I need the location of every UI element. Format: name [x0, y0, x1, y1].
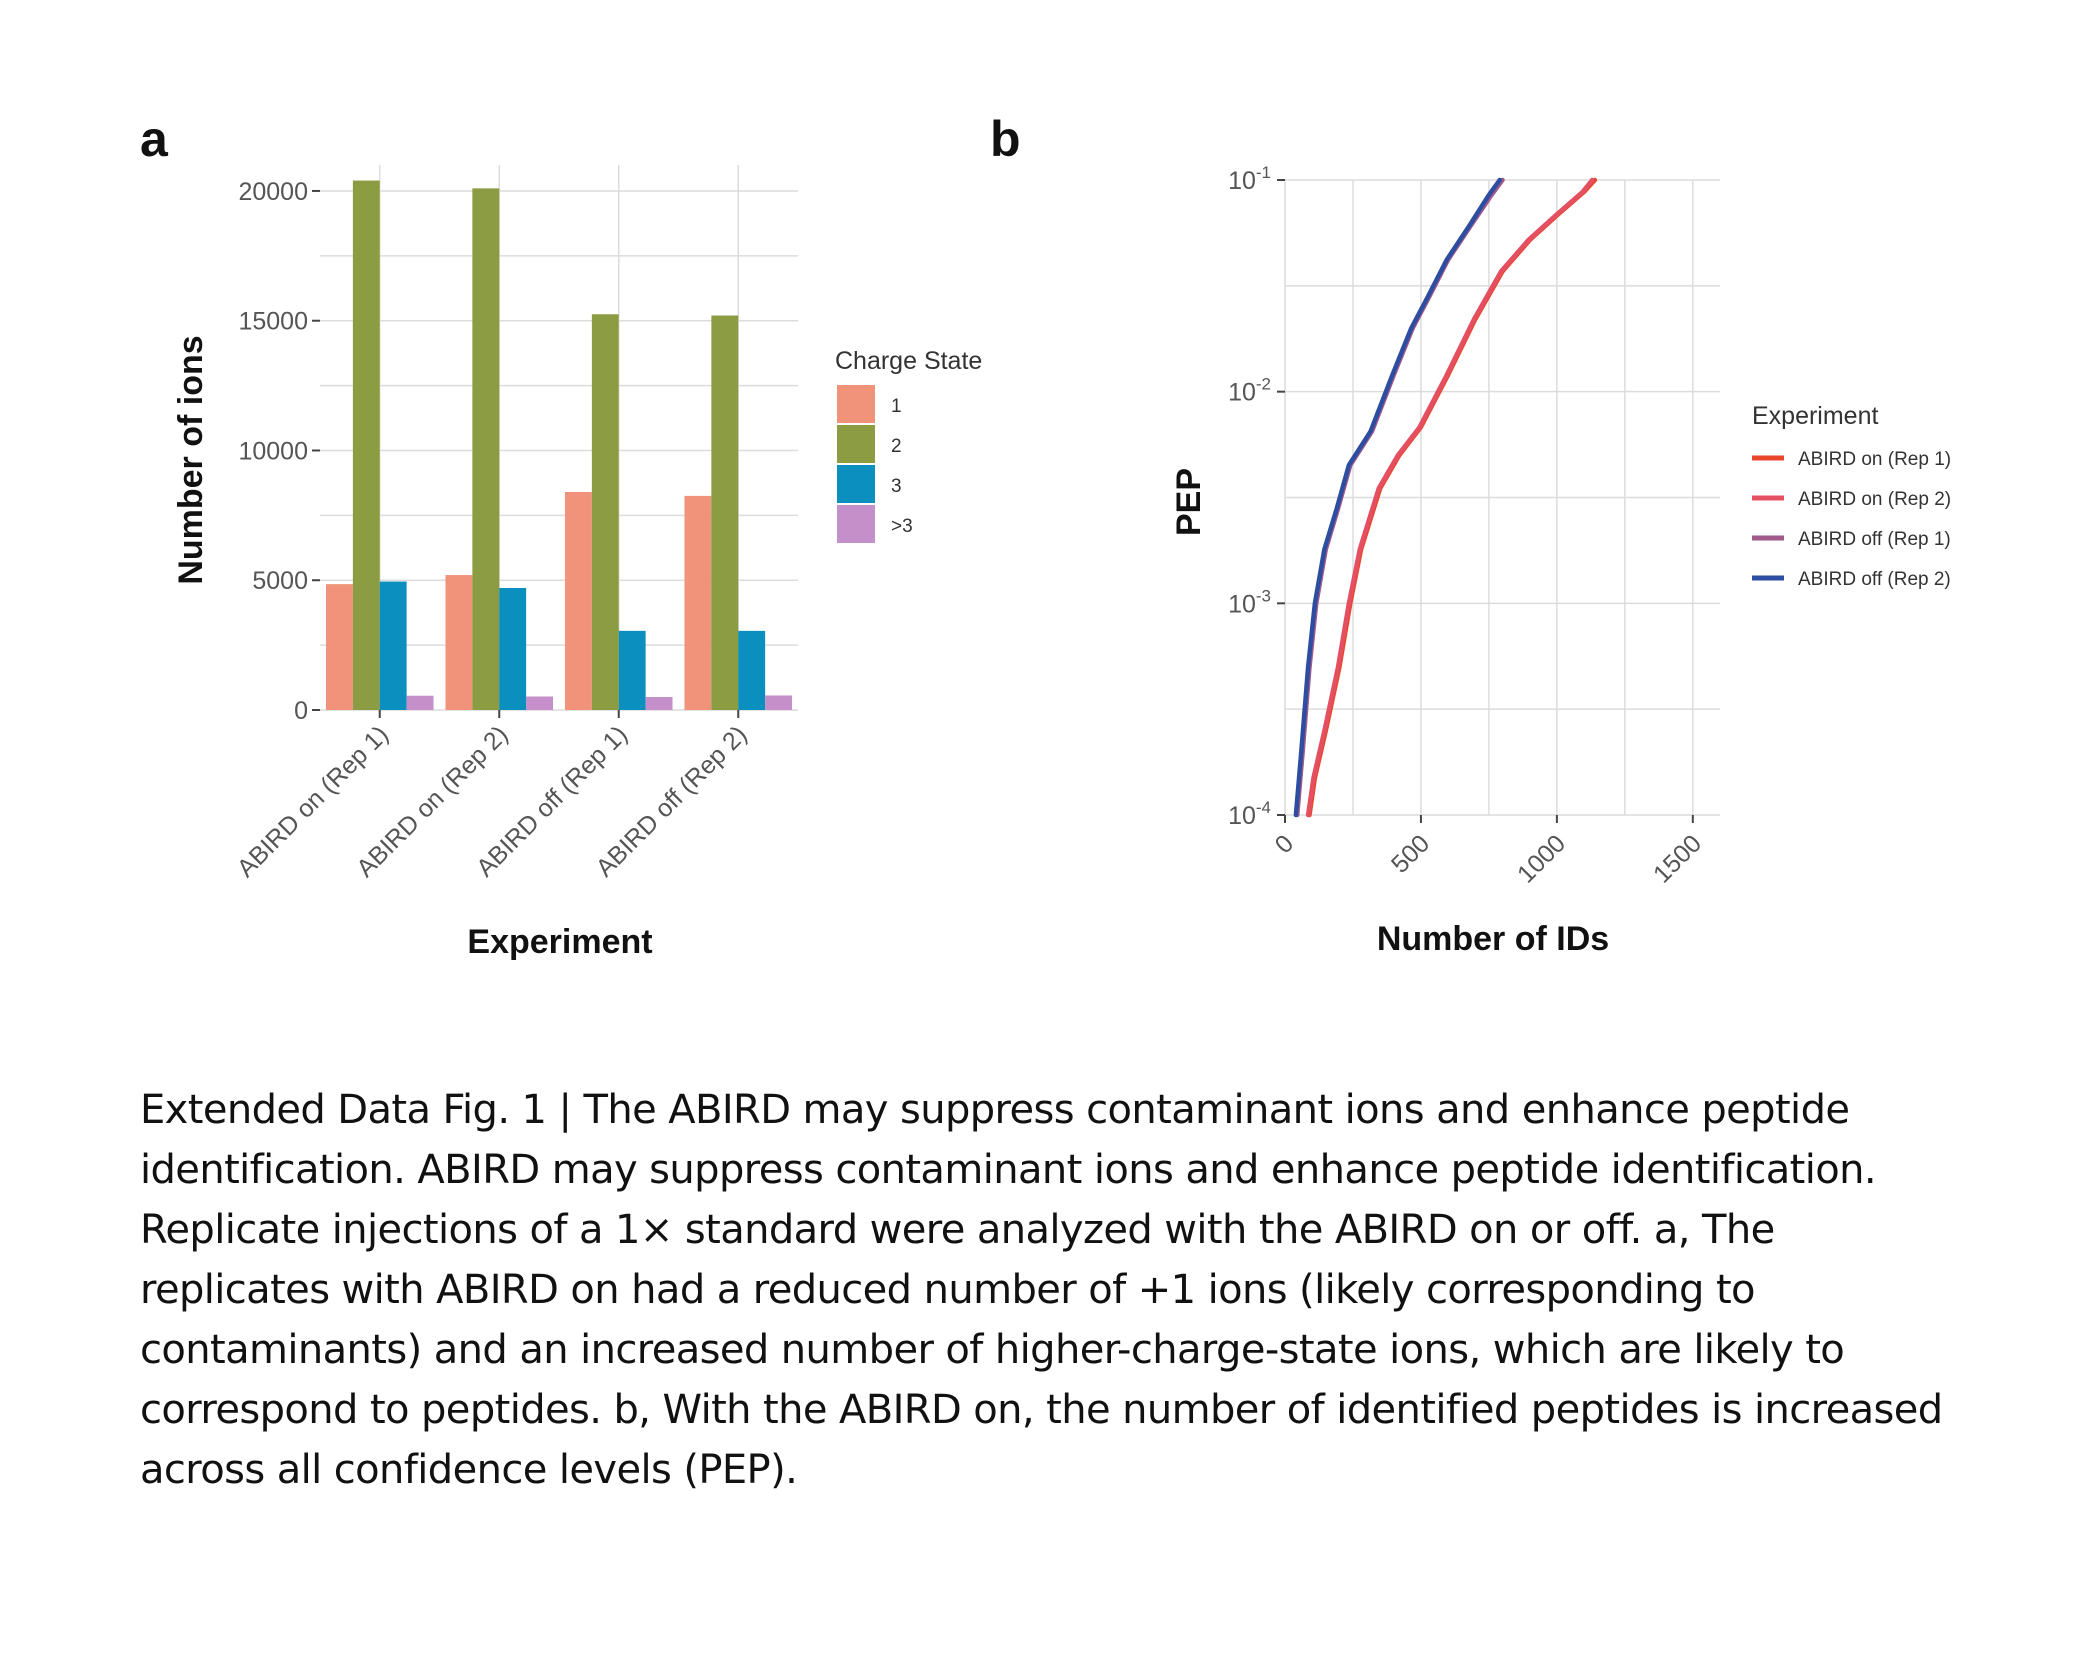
a-ytick-label: 0: [294, 697, 308, 725]
a-legend-title: Charge State: [835, 347, 982, 375]
a-ytick-label: 15000: [238, 308, 308, 336]
bar-1-charge-4: [406, 695, 434, 710]
bar-1-charge-3: [379, 581, 407, 710]
a-legend-label: >3: [891, 516, 913, 537]
a-legend-swatch: [837, 465, 875, 503]
b-legend-title: Experiment: [1752, 402, 1878, 430]
b-xtick-label: 0: [1270, 829, 1300, 859]
a-ytick-label: 20000: [238, 178, 308, 206]
b-xtick-label: 1500: [1648, 829, 1707, 888]
a-legend-label: 2: [891, 436, 902, 457]
bar-3-charge-2: [591, 314, 619, 710]
b-legend-label: ABIRD off (Rep 1): [1798, 529, 1951, 550]
bar-2-charge-2: [472, 188, 500, 710]
bar-3-charge-1: [564, 492, 592, 710]
a-legend-label: 3: [891, 476, 902, 497]
panel-b-label: b: [990, 111, 1021, 167]
b-series-line-4: [1293, 177, 1503, 818]
b-ytick-label: 10-3: [1228, 586, 1271, 618]
b-xtick-label: 500: [1386, 829, 1435, 878]
panel-b-chart: 10-1 10-2 10-3 10-4 0 500 1000 1500 PEP Number…: [1170, 163, 1951, 958]
bar-2-charge-3: [499, 588, 527, 710]
a-legend-swatch: [837, 385, 875, 423]
b-series-line-2: [1305, 177, 1595, 818]
b-legend-label: ABIRD on (Rep 1): [1798, 449, 1951, 470]
b-legend-label: ABIRD on (Rep 2): [1798, 489, 1951, 510]
bar-4-charge-4: [765, 695, 793, 710]
b-y-axis-title: PEP: [1170, 468, 1208, 536]
bar-2-charge-1: [445, 575, 473, 710]
bar-1-charge-2: [352, 180, 380, 711]
bar-4-charge-2: [711, 315, 739, 710]
a-legend-swatch: [837, 505, 875, 543]
a-legend-label: 1: [891, 396, 902, 417]
b-ytick-label: 10-4: [1228, 798, 1271, 830]
a-x-axis-title: Experiment: [467, 923, 652, 961]
bar-2-charge-4: [526, 696, 554, 710]
panel-a-label: a: [140, 111, 169, 167]
bar-3-charge-4: [645, 697, 673, 710]
a-ytick-label: 5000: [252, 567, 308, 595]
a-ytick-label: 10000: [238, 437, 308, 465]
a-y-axis-title: Number of ions: [172, 335, 210, 584]
a-legend-swatch: [837, 425, 875, 463]
b-x-axis-title: Number of IDs: [1377, 920, 1609, 958]
figure-caption: Extended Data Fig. 1 | The ABIRD may sup…: [140, 1087, 1943, 1493]
bar-4-charge-1: [684, 495, 712, 710]
bar-4-charge-3: [738, 630, 766, 710]
bar-1-charge-1: [325, 584, 353, 710]
b-xtick-label: 1000: [1512, 829, 1571, 888]
b-ytick-label: 10-1: [1228, 163, 1271, 195]
bar-3-charge-3: [618, 630, 646, 710]
b-legend-label: ABIRD off (Rep 2): [1798, 569, 1951, 590]
b-ytick-label: 10-2: [1228, 375, 1271, 407]
